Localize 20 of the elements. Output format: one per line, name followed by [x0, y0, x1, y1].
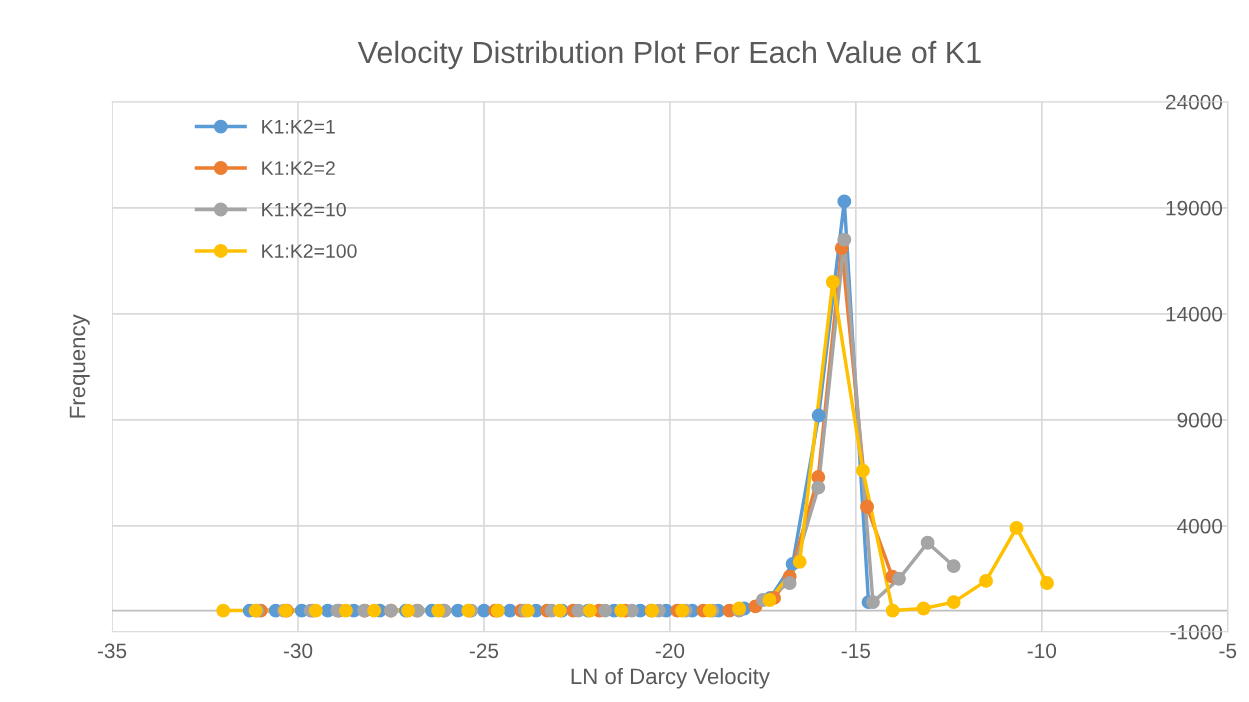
- y-tick-label: 14000: [1166, 306, 1223, 322]
- legend-label: K1:K2=2: [262, 161, 335, 175]
- x-tick-label: -5: [1219, 643, 1237, 659]
- legend-label: K1:K2=1: [262, 119, 335, 134]
- y-tick-label: -1000: [1170, 624, 1223, 640]
- x-tick-label: -15: [841, 643, 871, 659]
- y-tick-label: 19000: [1166, 200, 1223, 216]
- y-tick-label: 24000: [1166, 94, 1223, 110]
- y-tick-label: 4000: [1177, 518, 1223, 534]
- legend-label: K1:K2=10: [262, 202, 346, 217]
- x-tick-label: -10: [1027, 643, 1057, 659]
- x-tick-label: -30: [283, 643, 313, 659]
- x-tick-label: -25: [469, 643, 499, 659]
- legend-label: K1:K2=100: [262, 244, 357, 258]
- x-tick-label: -20: [655, 643, 685, 659]
- x-tick-label: -35: [97, 643, 127, 659]
- y-axis-title: Frequency: [69, 314, 90, 418]
- x-axis-title: LN of Darcy Velocity: [571, 667, 770, 689]
- chart-title: Velocity Distribution Plot For Each Value of K1: [357, 40, 981, 70]
- y-tick-label: 9000: [1177, 412, 1223, 428]
